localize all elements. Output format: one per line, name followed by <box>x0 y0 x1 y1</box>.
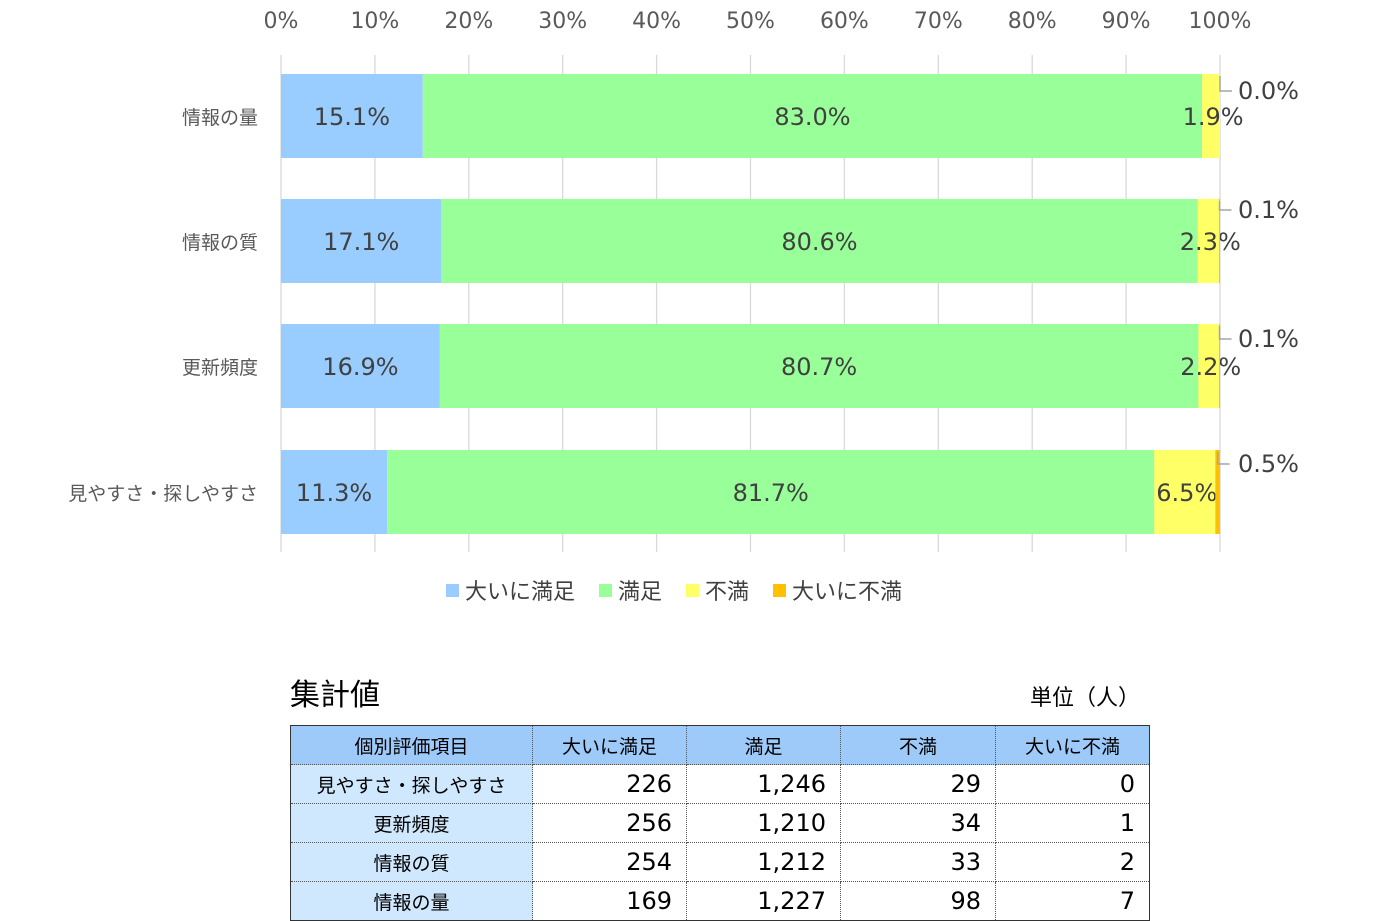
table-cell: 1,210 <box>686 803 841 843</box>
legend-item-very-satisfied: 大いに満足 <box>446 574 575 606</box>
legend-label: 満足 <box>618 580 663 605</box>
legend-label: 大いに満足 <box>465 580 576 605</box>
category-label: 見やすさ・探しやすさ <box>68 483 258 505</box>
table-unit: 単位（人） <box>1030 686 1141 711</box>
table-cell: 2 <box>995 842 1150 882</box>
category-label: 情報の質 <box>182 232 258 254</box>
table-row: 見やすさ・探しやすさ 226 1,246 29 0 <box>290 764 1150 804</box>
category-label: 更新頻度 <box>182 357 258 379</box>
bar-segment <box>281 199 442 283</box>
table-header-cell: 大いに満足 <box>532 725 687 765</box>
table-row: 情報の量 169 1,227 98 7 <box>290 881 1150 921</box>
table-header-cell: 満足 <box>686 725 841 765</box>
bar-segment <box>1202 74 1220 158</box>
data-label: 83.0% <box>774 103 850 131</box>
legend-swatch <box>599 583 613 597</box>
table-cell: 254 <box>532 842 687 882</box>
data-label: 11.3% <box>296 479 372 507</box>
table-cell: 169 <box>532 881 687 921</box>
data-label: 0.1% <box>1238 325 1299 353</box>
chart-legend: 大いに満足 満足 不満 大いに不満 <box>446 574 926 606</box>
table-cell: 34 <box>840 803 996 843</box>
legend-item-dissatisfied: 不満 <box>686 574 749 606</box>
table-title: 集計値 <box>290 678 380 713</box>
data-label: 0.5% <box>1238 450 1299 478</box>
data-label: 80.6% <box>781 228 857 256</box>
table-row-label: 情報の量 <box>290 881 533 921</box>
bar-segment <box>281 450 388 534</box>
data-label: 81.7% <box>733 479 809 507</box>
table-cell: 33 <box>840 842 996 882</box>
bar-segment <box>1219 324 1220 408</box>
data-label: 2.2% <box>1180 353 1241 381</box>
x-tick-label: 30% <box>538 9 587 34</box>
table-header-cell: 大いに不満 <box>995 725 1150 765</box>
table-row: 情報の質 254 1,212 33 2 <box>290 842 1150 882</box>
data-label: 80.7% <box>781 353 857 381</box>
bar-segment <box>422 74 1203 158</box>
stacked-bar-chart: 0% 10% 20% 30% 40% 50% 60% 70% 80% 90% 100% 情報の量情報の… <box>68 9 1299 552</box>
table-header-cell: 不満 <box>840 725 996 765</box>
bar-segment <box>441 199 1198 283</box>
summary-table: 個別評価項目 大いに満足 満足 不満 大いに不満 見やすさ・探しやすさ 226 … <box>290 725 1150 921</box>
table-row-label: 情報の質 <box>290 842 533 882</box>
table-header-row: 個別評価項目 大いに満足 満足 不満 大いに不満 <box>290 725 1150 765</box>
x-tick-label: 70% <box>914 9 963 34</box>
data-label: 0.0% <box>1238 77 1299 105</box>
data-label: 0.1% <box>1238 196 1299 224</box>
legend-swatch <box>686 583 700 597</box>
table-row: 更新頻度 256 1,210 34 1 <box>290 803 1150 843</box>
bar-segment <box>1197 199 1220 283</box>
leader-line <box>1218 201 1232 211</box>
table-cell: 0 <box>995 764 1150 804</box>
x-tick-label: 100% <box>1189 9 1252 34</box>
bar-segment <box>281 324 440 408</box>
table-cell: 1,227 <box>686 881 841 921</box>
legend-swatch <box>446 583 459 597</box>
bar-segment <box>1154 450 1216 534</box>
category-label: 情報の量 <box>182 107 258 129</box>
table-cell: 256 <box>532 803 687 843</box>
table-cell: 1,212 <box>686 842 841 882</box>
x-tick-label: 80% <box>1008 9 1057 34</box>
data-label: 1.9% <box>1183 103 1244 131</box>
legend-item-satisfied: 満足 <box>599 574 662 606</box>
table-cell: 1 <box>995 803 1150 843</box>
legend-swatch <box>773 583 787 597</box>
bar-segment <box>439 324 1199 408</box>
data-label: 6.5% <box>1156 479 1217 507</box>
legend-item-very-dissatisfied: 大いに不満 <box>773 574 902 606</box>
x-tick-label: 90% <box>1102 9 1151 34</box>
bar-segment <box>1215 450 1220 534</box>
x-tick-label: 50% <box>726 9 775 34</box>
x-tick-label: 60% <box>820 9 869 34</box>
data-label: 2.3% <box>1180 228 1241 256</box>
bar-segment <box>1219 199 1220 283</box>
table-row-label: 更新頻度 <box>290 803 533 843</box>
x-tick-label: 40% <box>632 9 681 34</box>
leader-line <box>1219 76 1232 92</box>
leader-line <box>1218 326 1232 340</box>
table-cell: 7 <box>995 881 1150 921</box>
bar-segment <box>1198 324 1220 408</box>
table-row-label: 見やすさ・探しやすさ <box>290 764 533 804</box>
table-cell: 1,246 <box>686 764 841 804</box>
table-cell: 226 <box>532 764 687 804</box>
x-tick-label: 0% <box>264 9 299 34</box>
table-header-cell: 個別評価項目 <box>290 725 533 765</box>
data-label: 16.9% <box>322 353 398 381</box>
legend-label: 不満 <box>705 580 750 605</box>
bar-segment <box>281 74 423 158</box>
leader-line <box>1216 452 1230 465</box>
x-tick-label: 10% <box>350 9 399 34</box>
x-tick-label: 20% <box>444 9 493 34</box>
table-cell: 98 <box>840 881 996 921</box>
table-cell: 29 <box>840 764 996 804</box>
bar-segment <box>387 450 1155 534</box>
data-label: 15.1% <box>314 103 390 131</box>
data-label: 17.1% <box>323 228 399 256</box>
legend-label: 大いに不満 <box>792 580 903 605</box>
